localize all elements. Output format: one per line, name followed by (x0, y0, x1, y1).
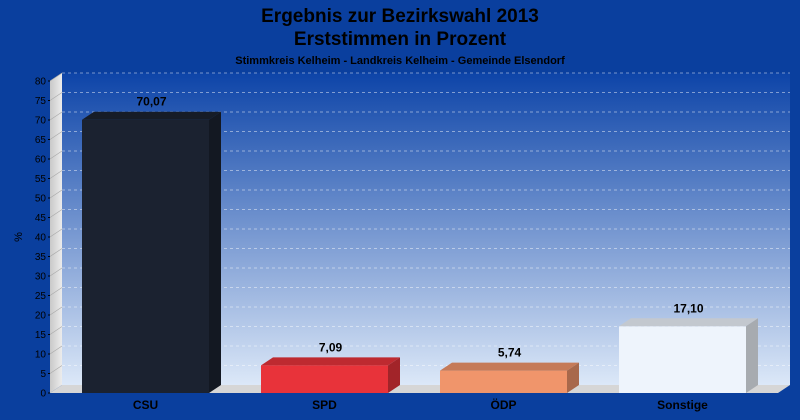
value-label: 7,09 (319, 340, 343, 354)
y-tick-label: 35 (35, 252, 47, 263)
wall-grid-line (49, 228, 63, 238)
floor (50, 385, 790, 393)
y-axis-label: % (13, 232, 25, 242)
wall-grid-line (49, 287, 63, 296)
value-label: 17,10 (673, 301, 703, 315)
y-tick-label: 25 (35, 291, 47, 302)
value-label: 5,74 (498, 346, 522, 360)
y-tick-label: 45 (35, 213, 47, 224)
y-tick-label: 55 (35, 174, 47, 185)
y-tick-label: 80 (35, 77, 47, 88)
y-tick-label: 70 (35, 116, 47, 127)
bar-front (440, 370, 567, 393)
bar-top (440, 362, 579, 371)
chart-subtitle: Stimmkreis Kelheim - Landkreis Kelheim -… (235, 55, 565, 67)
y-tick-label: 50 (35, 194, 47, 205)
bar-spd: 7,09 SPD (261, 340, 400, 412)
wall-grid-line (49, 209, 63, 218)
bar-side (746, 318, 758, 393)
y-tick-label: 5 (40, 369, 46, 380)
bar-top (82, 111, 221, 120)
bar-front (619, 326, 746, 393)
bar-top (619, 318, 758, 327)
wall-grid-line (49, 345, 63, 355)
y-tick-label: 40 (35, 233, 47, 244)
wall-grid-line (49, 170, 63, 179)
wall-grid-line (49, 150, 63, 160)
y-tick-label: 60 (35, 155, 47, 166)
bar-front (82, 119, 209, 394)
wall-grid-line (49, 189, 63, 199)
wall-grid-line (49, 92, 63, 101)
wall-grid-line (49, 131, 63, 140)
y-tick-label: 75 (35, 96, 47, 107)
bar-side (567, 362, 579, 393)
chart-title: Ergebnis zur Bezirkswahl 2013 (261, 6, 539, 27)
y-tick-label: 15 (35, 330, 47, 341)
wall-grid-line (49, 267, 63, 277)
y-tick-label: 65 (35, 135, 47, 146)
bar-top (261, 357, 400, 366)
wall-grid-line (49, 365, 63, 374)
x-tick-label: Sonstige (657, 398, 708, 412)
wall-grid-line (49, 306, 63, 316)
wall-grid-line (49, 326, 63, 335)
bar-ödp: 5,74 ÖDP (440, 346, 579, 412)
x-tick-label: SPD (312, 398, 337, 412)
bar-side (388, 357, 400, 393)
y-tick-label: 10 (35, 350, 47, 361)
bar-sonstige: 17,10 Sonstige (619, 301, 758, 412)
y-tick-label: 20 (35, 311, 47, 322)
wall-grid-line (49, 72, 63, 82)
x-tick-label: ÖDP (490, 397, 516, 412)
bar-front (261, 365, 388, 393)
bar-csu: 70,07 CSU (82, 95, 221, 412)
x-tick-label: CSU (133, 398, 158, 412)
bar-side (209, 111, 221, 394)
y-tick-label: 0 (40, 389, 46, 400)
chart-title-line2: Erststimmen in Prozent (294, 29, 507, 50)
wall-grid-line (49, 111, 63, 121)
value-label: 70,07 (136, 95, 166, 109)
wall-grid-line (49, 248, 63, 257)
y-tick-label: 30 (35, 272, 47, 283)
